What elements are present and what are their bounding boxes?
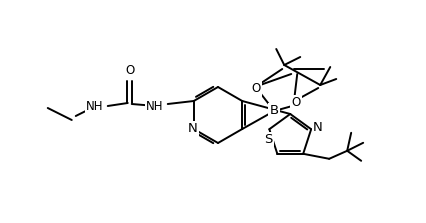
Text: NH: NH: [86, 99, 104, 112]
Text: O: O: [251, 83, 260, 95]
Text: B: B: [269, 105, 278, 118]
Text: N: N: [187, 122, 197, 136]
Text: S: S: [264, 133, 272, 146]
Text: NH: NH: [146, 99, 163, 112]
Text: O: O: [125, 64, 134, 77]
Text: N: N: [312, 121, 322, 134]
Text: O: O: [291, 97, 300, 109]
